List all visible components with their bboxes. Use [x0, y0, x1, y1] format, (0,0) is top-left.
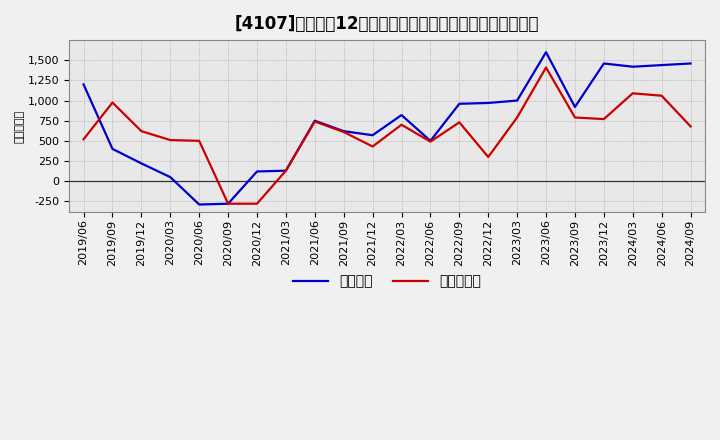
当期純利益 — [79, 136, 88, 142]
経常利益 — [571, 104, 580, 110]
経常利益 — [310, 118, 319, 123]
経常利益 — [397, 113, 406, 118]
当期純利益 — [166, 137, 175, 143]
当期純利益 — [513, 115, 521, 120]
当期純利益 — [224, 201, 233, 206]
当期純利益 — [282, 168, 290, 173]
当期純利益 — [397, 122, 406, 127]
当期純利益 — [369, 144, 377, 149]
当期純利益 — [657, 93, 666, 99]
当期純利益 — [455, 120, 464, 125]
当期純利益 — [108, 100, 117, 105]
当期純利益 — [600, 117, 608, 122]
経常利益 — [369, 132, 377, 138]
経常利益 — [484, 100, 492, 106]
経常利益 — [426, 138, 435, 143]
経常利益 — [253, 169, 261, 174]
経常利益 — [541, 50, 550, 55]
当期純利益 — [339, 129, 348, 135]
経常利益 — [137, 161, 145, 166]
経常利益 — [339, 128, 348, 134]
Title: [4107]　利益の12か月移動合計の対前年同期増減額の推移: [4107] 利益の12か月移動合計の対前年同期増減額の推移 — [235, 15, 539, 33]
Y-axis label: （百万円）: （百万円） — [15, 110, 25, 143]
Line: 当期純利益: 当期純利益 — [84, 67, 690, 204]
当期純利益 — [195, 138, 204, 143]
経常利益 — [657, 62, 666, 68]
経常利益 — [224, 201, 233, 206]
当期純利益 — [253, 201, 261, 206]
Legend: 経常利益, 当期純利益: 経常利益, 当期純利益 — [287, 269, 487, 294]
当期純利益 — [571, 115, 580, 120]
当期純利益 — [137, 128, 145, 134]
当期純利益 — [541, 65, 550, 70]
当期純利益 — [310, 119, 319, 124]
当期純利益 — [629, 91, 637, 96]
当期純利益 — [484, 154, 492, 160]
経常利益 — [108, 146, 117, 151]
経常利益 — [600, 61, 608, 66]
Line: 経常利益: 経常利益 — [84, 52, 690, 205]
当期純利益 — [686, 124, 695, 129]
経常利益 — [686, 61, 695, 66]
当期純利益 — [426, 139, 435, 144]
経常利益 — [195, 202, 204, 207]
経常利益 — [282, 168, 290, 173]
経常利益 — [166, 175, 175, 180]
経常利益 — [629, 64, 637, 70]
経常利益 — [455, 101, 464, 106]
経常利益 — [79, 82, 88, 87]
経常利益 — [513, 98, 521, 103]
